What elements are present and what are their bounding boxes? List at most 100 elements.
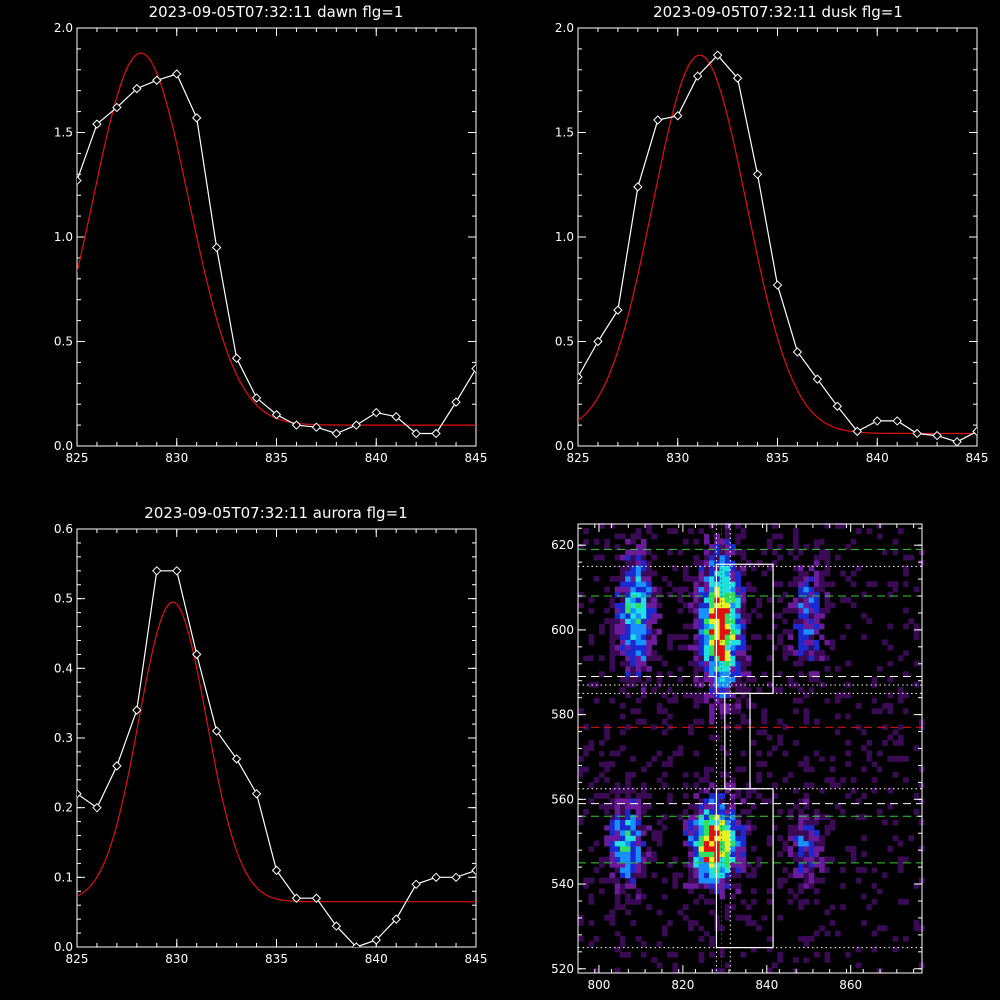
heatmap-cell xyxy=(766,771,773,778)
heatmap-cell xyxy=(614,835,621,842)
heatmap-cell xyxy=(740,845,747,852)
heatmap-cell xyxy=(793,597,799,603)
heatmap-cell xyxy=(614,644,621,651)
heatmap-cell xyxy=(620,830,626,836)
heatmap-cell xyxy=(793,634,799,640)
heatmap-cell xyxy=(714,697,720,704)
heatmap-cell xyxy=(703,660,710,667)
heatmap-cell xyxy=(751,888,757,895)
dawn-data-point xyxy=(251,393,262,403)
heatmap-cell xyxy=(682,644,689,651)
heatmap-cell xyxy=(599,740,605,746)
heatmap-cell xyxy=(656,634,663,640)
heatmap-cell xyxy=(814,856,820,863)
heatmap-cell xyxy=(583,877,589,884)
heatmap-cell xyxy=(855,761,862,767)
heatmap-cell xyxy=(761,920,768,926)
heatmap-cell xyxy=(724,618,731,624)
heatmap-cell xyxy=(803,650,810,656)
heatmap-cell xyxy=(735,522,741,529)
heatmap-cell xyxy=(808,581,815,587)
heatmap-cell xyxy=(835,522,841,529)
heatmap-cell xyxy=(651,718,658,725)
heatmap-cell xyxy=(656,771,663,778)
heatmap-cell xyxy=(640,808,647,815)
heatmap-cell xyxy=(625,909,631,916)
heatmap-cell xyxy=(745,697,752,704)
heatmap-cell xyxy=(824,898,831,905)
heatmap-cell xyxy=(730,851,736,857)
heatmap-cell xyxy=(719,888,726,895)
heatmap-cell xyxy=(808,671,815,677)
heatmap-cell xyxy=(635,856,642,863)
heatmap-cell xyxy=(625,814,631,820)
heatmap-cell xyxy=(777,877,783,884)
heatmap-cell xyxy=(578,803,584,810)
heatmap-cell xyxy=(709,581,715,587)
heatmap-cell xyxy=(913,660,920,667)
heatmap-cell xyxy=(724,544,731,550)
heatmap-cell xyxy=(682,861,689,868)
heatmap-cell xyxy=(871,883,878,889)
heatmap-cell xyxy=(625,575,631,582)
heatmap-cell xyxy=(745,586,752,593)
heatmap-cell xyxy=(824,538,831,545)
heatmap-cell xyxy=(740,613,747,619)
heatmap-cell xyxy=(709,549,715,556)
heatmap-cell xyxy=(714,650,720,656)
heatmap-cell xyxy=(698,575,705,582)
heatmap-cell xyxy=(588,639,595,646)
heatmap-cell xyxy=(850,623,857,630)
heatmap-cell xyxy=(730,697,736,704)
heatmap-cell xyxy=(845,618,852,624)
heatmap-cell xyxy=(782,591,789,598)
heatmap-cell xyxy=(667,856,673,863)
heatmap-cell xyxy=(803,660,810,667)
heatmap-cell xyxy=(735,660,741,667)
heatmap-cell xyxy=(803,771,810,778)
heatmap-cell xyxy=(682,904,689,910)
heatmap-cell xyxy=(808,872,815,879)
heatmap-cell xyxy=(882,819,888,826)
heatmap-cell xyxy=(635,676,642,683)
heatmap-cell xyxy=(819,613,825,619)
heatmap-cell xyxy=(672,888,679,895)
heatmap-cell xyxy=(845,660,852,667)
heatmap-cell xyxy=(829,946,836,953)
heatmap-cell xyxy=(672,729,679,736)
heatmap-cell xyxy=(693,697,700,704)
heatmap-cell xyxy=(698,671,705,677)
heatmap-cell xyxy=(693,671,700,677)
heatmap-cell xyxy=(730,708,736,715)
heatmap-cell xyxy=(625,840,631,847)
heatmap-cell xyxy=(698,861,705,868)
heatmap-cell xyxy=(803,766,810,773)
heatmap-cell xyxy=(766,538,773,545)
heatmap-cell xyxy=(814,602,820,609)
heatmap-cell xyxy=(756,777,762,783)
heatmap-cell xyxy=(782,618,789,624)
heatmap-cell xyxy=(620,586,626,593)
heatmap-cell xyxy=(730,824,736,831)
heatmap-cell xyxy=(824,692,831,699)
heatmap-cell xyxy=(787,618,794,624)
heatmap-cell xyxy=(688,883,694,889)
heatmap-cell xyxy=(651,570,658,577)
heatmap-cell xyxy=(635,575,642,582)
dawn-data-point xyxy=(211,242,222,253)
heatmap-cell xyxy=(682,586,689,593)
heatmap-cell xyxy=(772,618,778,624)
heatmap-cell xyxy=(745,644,752,651)
heatmap-cell xyxy=(751,946,757,953)
heatmap-cell xyxy=(693,538,700,545)
heatmap-cell xyxy=(829,602,836,609)
panel-aurora: 2023-09-05T07:32:11 aurora flg=1 825 830 8… xyxy=(54,504,488,966)
heatmap-cell xyxy=(803,935,810,942)
heatmap-ytick-label: 600 xyxy=(551,623,574,637)
heatmap-cell xyxy=(709,941,715,947)
heatmap-cell xyxy=(787,676,794,683)
heatmap-cell xyxy=(625,734,631,741)
heatmap-cell xyxy=(908,676,915,683)
heatmap-cell xyxy=(835,872,841,879)
heatmap-cell xyxy=(855,814,862,820)
